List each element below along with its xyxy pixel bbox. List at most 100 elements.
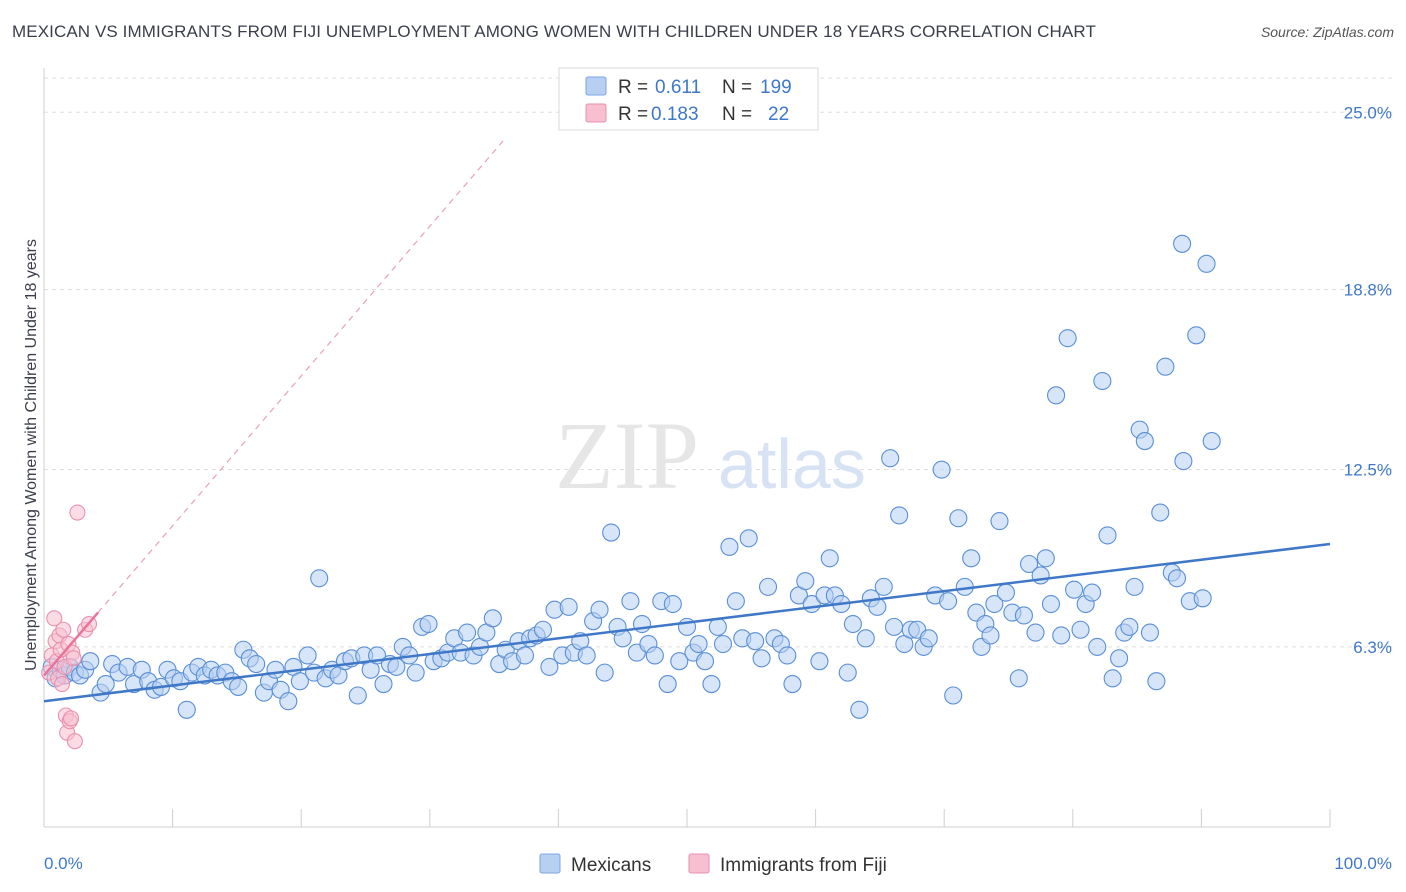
mexicans-point-122 bbox=[810, 652, 829, 671]
y-tick-label-0: 6.3% bbox=[1353, 638, 1392, 657]
legend-n-label-1: N = bbox=[722, 77, 752, 98]
mexicans-point-66 bbox=[458, 623, 477, 642]
mexicans-point-158 bbox=[1014, 606, 1033, 625]
mexicans-point-167 bbox=[1065, 580, 1084, 599]
mexicans-point-118 bbox=[783, 675, 802, 694]
mexicans-point-109 bbox=[726, 592, 745, 611]
mexicans-point-38 bbox=[279, 692, 298, 711]
mexicans-point-171 bbox=[1088, 637, 1107, 656]
mexicans-point-85 bbox=[577, 646, 596, 665]
mexicans-point-175 bbox=[1110, 649, 1129, 668]
mexicans-point-173 bbox=[1098, 526, 1117, 545]
mexicans-point-182 bbox=[1147, 672, 1166, 691]
bottom-legend-fiji: Immigrants from Fiji bbox=[720, 855, 887, 876]
mexicans-point-96 bbox=[645, 646, 664, 665]
mexicans-point-129 bbox=[850, 700, 869, 719]
mexicans-point-8 bbox=[81, 652, 100, 671]
bottom-legend-swatch-mexicans bbox=[539, 853, 561, 874]
bottom-legend-swatch-fiji bbox=[688, 853, 710, 874]
mexicans-point-155 bbox=[996, 583, 1015, 602]
mexicans-point-70 bbox=[483, 609, 502, 628]
trend-lines bbox=[43, 140, 1331, 703]
mexicans-point-184 bbox=[1156, 357, 1175, 376]
mexicans-point-160 bbox=[1026, 623, 1045, 642]
x-tick-label-0: 0.0% bbox=[44, 854, 83, 873]
mexicans-point-103 bbox=[689, 634, 708, 654]
mexicans-point-170 bbox=[1083, 583, 1102, 602]
mexicans-point-120 bbox=[796, 572, 815, 591]
mexicans-point-148 bbox=[962, 549, 981, 568]
watermark-atlas: atlas bbox=[718, 425, 866, 503]
mexicans-point-136 bbox=[890, 506, 909, 525]
y-axis-label: Unemployment Among Women with Children U… bbox=[23, 239, 40, 671]
mexicans-point-164 bbox=[1047, 386, 1066, 405]
mexicans-point-134 bbox=[881, 449, 900, 468]
fiji-point-2 bbox=[46, 610, 63, 627]
mexicans-point-89 bbox=[602, 523, 621, 542]
mexicans-point-130 bbox=[856, 629, 875, 648]
mexicans-point-75 bbox=[515, 646, 535, 665]
mexicans-point-166 bbox=[1058, 329, 1077, 348]
mexicans-point-141 bbox=[919, 629, 938, 648]
mexicans-point-159 bbox=[1020, 554, 1039, 574]
mexicans-point-154 bbox=[990, 512, 1009, 531]
mexicans-point-58 bbox=[406, 663, 425, 682]
mexicans-point-99 bbox=[663, 594, 682, 614]
mexicans-point-60 bbox=[419, 614, 438, 634]
mexicans-point-157 bbox=[1009, 669, 1028, 688]
legend-r-label-1: R = bbox=[618, 77, 648, 98]
legend-swatch-mexicans bbox=[585, 76, 607, 96]
mexicans-point-43 bbox=[310, 569, 329, 588]
mexicans-point-36 bbox=[266, 660, 285, 679]
mexicans-point-165 bbox=[1052, 626, 1071, 645]
mexicans-point-143 bbox=[932, 460, 951, 479]
fiji-point-18 bbox=[66, 733, 83, 750]
mexicans-point-92 bbox=[621, 592, 640, 611]
mexicans-point-163 bbox=[1041, 594, 1060, 614]
mexicans-point-79 bbox=[540, 657, 559, 676]
chart-title: MEXICAN VS IMMIGRANTS FROM FIJI UNEMPLOY… bbox=[12, 22, 1096, 41]
mexicans-point-133 bbox=[874, 577, 893, 596]
mexicans-point-152 bbox=[981, 626, 1000, 645]
legend-r-value-2: 0.183 bbox=[651, 104, 699, 125]
mexicans-point-168 bbox=[1071, 620, 1090, 639]
mexicans-point-41 bbox=[298, 646, 317, 665]
mexicans-point-87 bbox=[590, 600, 609, 619]
mexicans-point-145 bbox=[944, 686, 963, 705]
mexicans-point-40 bbox=[290, 672, 309, 691]
mexicans-point-117 bbox=[778, 646, 797, 665]
mexicans-trend-line bbox=[43, 542, 1331, 703]
mexicans-point-161 bbox=[1031, 566, 1050, 585]
fiji-trend-line bbox=[43, 611, 99, 677]
fiji-trend-extension bbox=[97, 140, 504, 613]
mexicans-point-30 bbox=[229, 677, 248, 696]
legend-r-value-1: 0.611 bbox=[655, 77, 701, 98]
mexicans-point-181 bbox=[1140, 623, 1160, 642]
mexicans-point-104 bbox=[695, 652, 715, 671]
mexicans-point-124 bbox=[820, 549, 839, 568]
mexicans-point-22 bbox=[177, 700, 196, 719]
fiji-point-15 bbox=[62, 710, 80, 727]
fiji-point-9 bbox=[55, 621, 72, 638]
fiji-point-19 bbox=[69, 504, 86, 521]
source-label: Source: ZipAtlas.com bbox=[1260, 24, 1394, 40]
y-tick-label-3: 25.0% bbox=[1344, 103, 1392, 122]
legend: R = 0.611 N = 199 R = 0.183 N = 22 bbox=[558, 67, 819, 131]
mexicans-point-177 bbox=[1120, 617, 1139, 636]
y-tick-label-1: 12.5% bbox=[1344, 461, 1392, 480]
mexicans-point-193 bbox=[1173, 234, 1192, 253]
legend-r-label-2: R = bbox=[618, 104, 648, 125]
y-tick-label-2: 18.8% bbox=[1344, 281, 1392, 300]
mexicans-point-183 bbox=[1151, 503, 1170, 522]
mexicans-point-174 bbox=[1103, 669, 1122, 688]
mexicans-point-33 bbox=[247, 654, 266, 674]
fiji-point-17 bbox=[65, 650, 82, 667]
bottom-legend: Mexicans Immigrants from Fiji bbox=[539, 853, 887, 876]
x-tick-labels: 0.0% 100.0% bbox=[44, 854, 1392, 873]
mexicans-point-128 bbox=[843, 614, 862, 634]
mexicans-point-153 bbox=[985, 594, 1004, 614]
x-tick-label-1: 100.0% bbox=[1334, 854, 1392, 873]
legend-swatch-fiji bbox=[585, 103, 607, 123]
watermark: ZIP atlas bbox=[555, 402, 866, 509]
